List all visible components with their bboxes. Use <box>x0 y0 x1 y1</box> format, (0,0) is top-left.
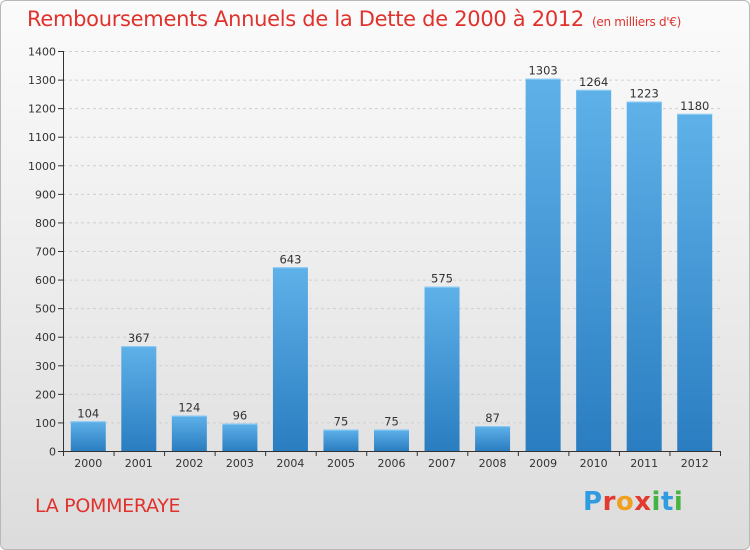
x-tick-label: 2010 <box>580 457 608 470</box>
y-tick-label: 900 <box>35 188 56 201</box>
chart-title: Remboursements Annuels de la Dette de 20… <box>27 7 681 31</box>
x-tick-label: 2009 <box>529 457 557 470</box>
x-tick-label: 2008 <box>479 457 507 470</box>
value-label: 87 <box>485 411 500 425</box>
value-label: 75 <box>384 415 399 429</box>
x-tick-label: 2012 <box>681 457 709 470</box>
bar-2000 <box>70 421 106 451</box>
value-label: 1223 <box>630 87 659 101</box>
bar-2009 <box>525 78 561 451</box>
y-tick-label: 400 <box>35 331 56 344</box>
x-tick-label: 2005 <box>327 457 355 470</box>
x-tick-label: 2011 <box>630 457 658 470</box>
x-tick-label: 2004 <box>276 457 304 470</box>
y-tick-label: 1300 <box>28 74 56 87</box>
bar-2008 <box>475 426 511 451</box>
logo-letter: r <box>602 487 616 517</box>
value-label: 104 <box>77 406 99 420</box>
labels: 0 100 200 300 400 500 600 700 800 900 1000 1100 1200… <box>28 46 709 471</box>
bar-2006 <box>374 429 409 451</box>
x-tick-label: 2000 <box>74 457 102 470</box>
x-tick-label: 2007 <box>428 457 456 470</box>
gridlines <box>63 51 720 424</box>
x-tick-label: 2003 <box>226 457 254 470</box>
logo-letter: i <box>651 487 661 517</box>
bar-2010 <box>576 89 612 451</box>
y-tick-label: 200 <box>35 388 56 401</box>
axes <box>58 51 721 456</box>
x-tick-label: 2002 <box>175 457 203 470</box>
value-label: 124 <box>178 401 200 415</box>
chart-unit: (en milliers d'€) <box>592 15 682 29</box>
value-label: 1264 <box>579 75 608 89</box>
y-tick-label: 1000 <box>28 160 56 173</box>
value-label: 1303 <box>528 64 557 78</box>
y-tick-label: 300 <box>35 360 56 373</box>
logo-letter: o <box>615 487 635 517</box>
bars <box>70 78 713 452</box>
bar-2012 <box>677 113 713 451</box>
y-tick-label: 600 <box>35 274 56 287</box>
proxiti-logo: Proxiti <box>583 487 683 517</box>
bar-2001 <box>121 346 157 451</box>
bar-2011 <box>626 101 662 452</box>
bar-2004 <box>272 267 308 451</box>
logo-letter: P <box>583 487 603 517</box>
y-tick-label: 100 <box>35 417 56 430</box>
chart-title-text: Remboursements Annuels de la Dette de 20… <box>27 7 584 31</box>
value-label: 96 <box>233 409 248 423</box>
value-label: 1180 <box>680 99 709 113</box>
value-label: 575 <box>431 272 453 286</box>
bar-2005 <box>323 429 359 451</box>
logo-letter: x <box>634 487 652 517</box>
y-tick-label: 500 <box>35 303 56 316</box>
y-tick-label: 1400 <box>28 46 56 59</box>
x-tick-label: 2001 <box>125 457 153 470</box>
commune-name: LA POMMERAYE <box>35 495 181 517</box>
y-tick-label: 800 <box>35 217 56 230</box>
logo-letter: i <box>673 487 684 517</box>
y-tick-label: 1100 <box>28 131 56 144</box>
y-tick-label: 700 <box>35 246 56 259</box>
y-tick-label: 1200 <box>28 103 56 116</box>
bar-2003 <box>222 423 258 451</box>
x-tick-label: 2006 <box>378 457 406 470</box>
value-label: 643 <box>279 252 301 266</box>
bar-2002 <box>171 415 207 451</box>
logo-letter: t <box>660 487 674 517</box>
bar-2007 <box>424 286 460 451</box>
y-tick-label: 0 <box>49 446 56 459</box>
value-label: 75 <box>334 415 349 429</box>
value-label: 367 <box>128 331 150 345</box>
